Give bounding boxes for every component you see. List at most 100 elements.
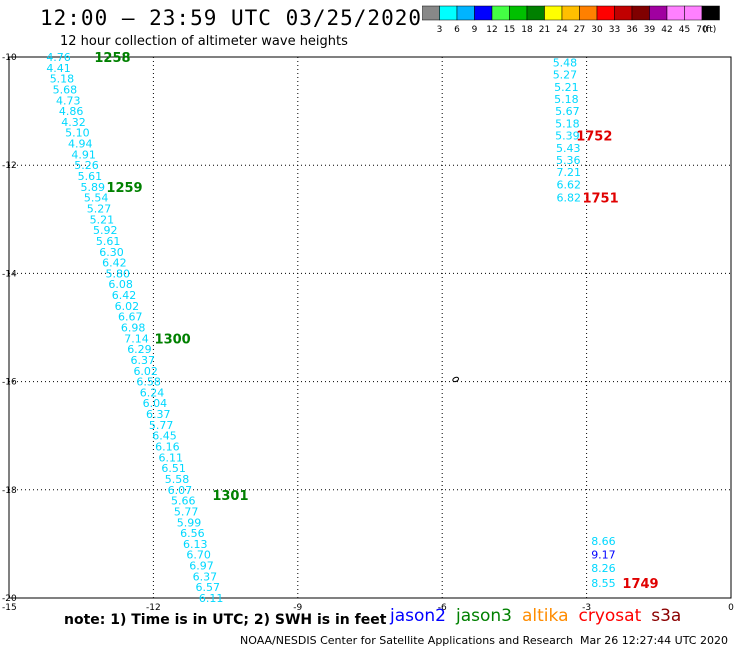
wave-height-value: 6.45 [152,430,177,443]
wave-height-value: 5.10 [65,127,90,140]
wave-height-value: 6.16 [155,441,180,454]
legend-label: 39 [644,25,656,35]
legend-label: 21 [539,25,550,35]
wave-height-value: 6.24 [140,386,165,399]
wave-height-value: 6.70 [186,549,211,562]
wave-height-value: 5.54 [84,192,109,205]
wave-height-value: 4.41 [46,62,71,75]
satellite-label-jason3: jason3 [456,606,512,626]
wave-height-value: 6.37 [131,354,156,367]
legend-label: 12 [486,25,497,35]
satellite-label-cryosat: cryosat [578,606,642,626]
wave-height-value: 4.91 [71,148,96,161]
satellite-label-jason2: jason2 [390,606,446,626]
wave-height-value: 6.04 [143,397,168,410]
wave-height-value: 4.94 [68,138,93,151]
footnote: note: 1) Time is in UTC; 2) SWH is in fe… [64,612,387,628]
wave-height-value: 5.21 [554,81,579,94]
time-label: 1258 [94,51,130,66]
map-frame [8,56,732,599]
legend-label: 33 [609,25,620,35]
time-label: 1752 [576,129,612,144]
legend-label: 15 [504,25,515,35]
wave-height-value: 5.77 [174,505,199,518]
satellite-label-altika: altika [522,606,569,626]
wave-height-value: 6.42 [112,289,137,302]
wave-height-value: 6.07 [168,484,193,497]
credit-line: NOAA/NESDIS Center for Satellite Applica… [240,634,574,647]
wave-height-value: 7.21 [557,166,582,179]
wave-height-value: 6.11 [199,592,224,605]
legend-label: 45 [679,25,690,35]
wave-height-value: 5.36 [556,154,581,167]
wave-height-value: 5.61 [96,235,121,248]
wave-height-value: 5.48 [553,56,578,69]
wave-height-value: 5.77 [149,419,174,432]
wave-height-value: 6.98 [121,322,146,335]
wave-height-value: 6.37 [193,570,218,583]
wave-height-value: 6.58 [136,376,161,389]
wave-height-value: 6.56 [180,527,205,540]
wave-height-value: 6.62 [557,179,582,192]
island-outline [452,376,460,383]
wave-height-value: 5.43 [556,142,581,155]
wave-height-value: 5.21 [90,213,115,226]
wave-height-value: 5.39 [555,129,580,142]
x-tick-label: -15 [2,603,17,613]
wave-height-value: 8.55 [591,577,616,590]
x-tick-label: -3 [582,603,591,613]
legend-label: 18 [521,25,533,35]
wave-height-value: 8.66 [591,535,616,548]
y-tick-label: -14 [2,269,17,279]
time-label: 1301 [212,489,248,504]
y-tick-label: -12 [2,161,17,171]
generation-timestamp: Mar 26 12:27:44 UTC 2020 [580,634,728,647]
color-scale-legend: 3 6 9 12 15 18 21 24 27 30 33 36 39 42 45 70(ft) [422,5,720,35]
legend-label: 70 [696,25,708,35]
legend-unit: (ft) [703,25,717,35]
wave-height-value: 6.82 [557,192,582,205]
wave-height-value: 6.11 [158,451,183,464]
page-title: 12:00 – 23:59 UTC 03/25/2020 [40,6,423,30]
y-tick-label: -18 [2,486,17,496]
x-tick-label: -9 [293,603,302,613]
wave-height-value: 6.30 [99,246,124,259]
legend-label: 27 [574,25,585,35]
wave-height-value: 5.92 [93,224,118,237]
time-label: 1749 [622,577,658,592]
legend-label: 24 [556,25,568,35]
legend-label: 3 [437,25,443,35]
wave-height-value: 4.86 [59,105,84,118]
legend-label: 42 [661,25,672,35]
wave-height-value: 5.99 [177,516,202,529]
legend-label: 30 [591,25,603,35]
satellite-legend: jason2 jason3 altika cryosat s3a [390,606,691,626]
wave-height-value: 5.26 [74,159,99,172]
y-tick-label: -10 [2,53,17,63]
legend-label: 6 [454,25,460,35]
time-label: 1751 [582,192,618,207]
legend-label: 9 [472,25,478,35]
satellite-label-s3a: s3a [651,606,682,626]
wave-height-value: 5.58 [165,473,190,486]
wave-height-value: 8.26 [591,562,616,575]
wave-height-value: 6.02 [115,300,140,313]
wave-height-value: 5.18 [554,93,579,106]
x-tick-label: 0 [728,603,734,613]
wave-height-value: 6.57 [196,581,221,594]
wave-height-value: 4.73 [56,94,81,107]
wave-height-value: 6.29 [127,343,152,356]
wave-height-value: 6.67 [118,311,143,324]
wave-height-value: 6.08 [108,278,133,291]
wave-height-value: 6.02 [133,365,158,378]
page-subtitle: 12 hour collection of altimeter wave hei… [60,34,348,49]
wave-height-value: 5.27 [553,68,578,81]
time-label: 1300 [155,332,191,347]
wave-height-value: 7.14 [124,332,149,345]
wave-height-value: 5.67 [555,105,580,118]
y-tick-label: -20 [2,594,17,604]
wave-height-value: 5.68 [53,83,78,96]
wave-height-value: 6.13 [183,538,208,551]
wave-height-value: 9.17 [591,549,616,562]
